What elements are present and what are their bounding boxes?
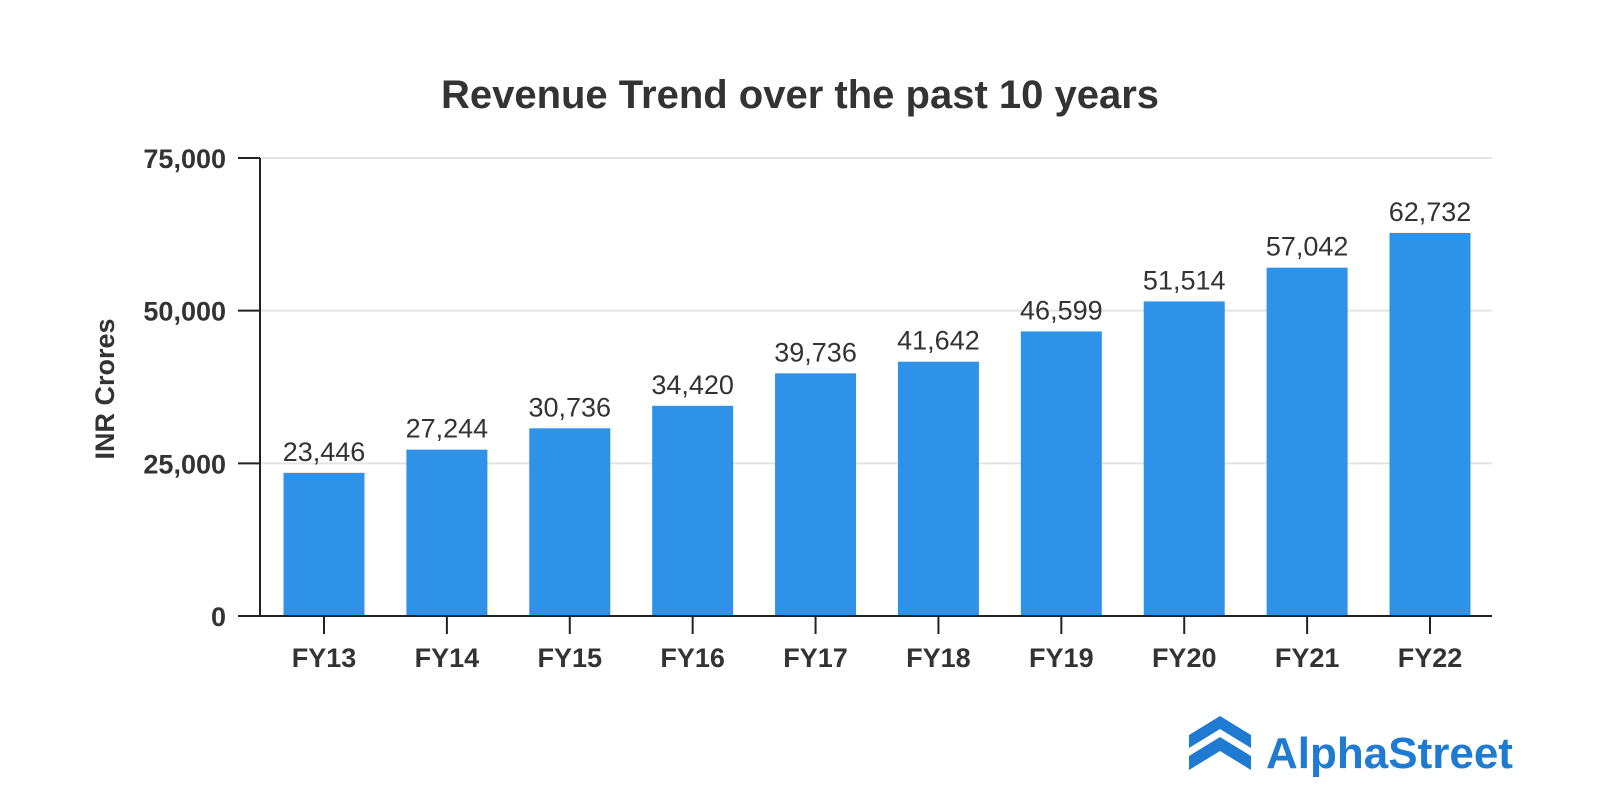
x-tick-label-fy22: FY22	[1398, 643, 1463, 673]
y-tick-label: 25,000	[143, 449, 226, 479]
bar-fy14	[406, 449, 488, 616]
bar-fy13	[283, 472, 365, 616]
y-tick-label: 75,000	[143, 144, 226, 174]
x-tick-label-fy13: FY13	[292, 643, 357, 673]
brand-name: AlphaStreet	[1266, 729, 1513, 778]
x-tick-label-fy16: FY16	[660, 643, 725, 673]
value-label-fy14: 27,244	[406, 414, 489, 444]
bar-fy18	[897, 361, 979, 616]
value-label-fy16: 34,420	[651, 370, 734, 400]
x-tick-label-fy21: FY21	[1275, 643, 1340, 673]
x-axis-ticks: FY13 FY14 FY15 FY16 FY17 FY18 FY19 FY20 FY21 FY22	[292, 616, 1463, 673]
value-label-fy17: 39,736	[774, 337, 857, 367]
logo-upper-chevron	[1189, 716, 1251, 748]
bar-fy22	[1389, 232, 1471, 617]
value-labels: 23,446 27,244 30,736 34,420 39,736 41,642 46,5…	[283, 197, 1472, 467]
logo-lower-chevron	[1189, 737, 1251, 770]
y-tick-label: 50,000	[143, 297, 226, 327]
value-label-fy19: 46,599	[1020, 295, 1103, 325]
value-label-fy22: 62,732	[1389, 197, 1472, 227]
bar-fy19	[1020, 331, 1102, 616]
y-axis-ticks: 0 25,000 50,000 75,000	[143, 144, 260, 632]
bars	[283, 232, 1471, 617]
x-tick-label-fy19: FY19	[1029, 643, 1094, 673]
x-tick-label-fy17: FY17	[783, 643, 848, 673]
bar-fy20	[1143, 301, 1225, 616]
y-axis-label: INR Crores	[90, 318, 120, 459]
value-label-fy18: 41,642	[897, 326, 980, 356]
value-label-fy20: 51,514	[1143, 265, 1226, 295]
x-tick-label-fy18: FY18	[906, 643, 971, 673]
value-label-fy21: 57,042	[1266, 232, 1349, 262]
bar-fy16	[652, 405, 734, 616]
alphastreet-logo-icon	[1189, 716, 1251, 770]
brand-logo: AlphaStreet	[1189, 716, 1513, 778]
x-tick-label-fy20: FY20	[1152, 643, 1217, 673]
chart-title: Revenue Trend over the past 10 years	[441, 73, 1159, 117]
x-tick-label-fy14: FY14	[415, 643, 480, 673]
y-tick-label: 0	[211, 602, 226, 632]
bar-fy17	[775, 373, 857, 616]
value-label-fy13: 23,446	[283, 437, 366, 467]
value-label-fy15: 30,736	[528, 392, 611, 422]
bar-fy21	[1266, 267, 1348, 616]
x-tick-label-fy15: FY15	[538, 643, 603, 673]
bar-fy15	[529, 428, 611, 616]
